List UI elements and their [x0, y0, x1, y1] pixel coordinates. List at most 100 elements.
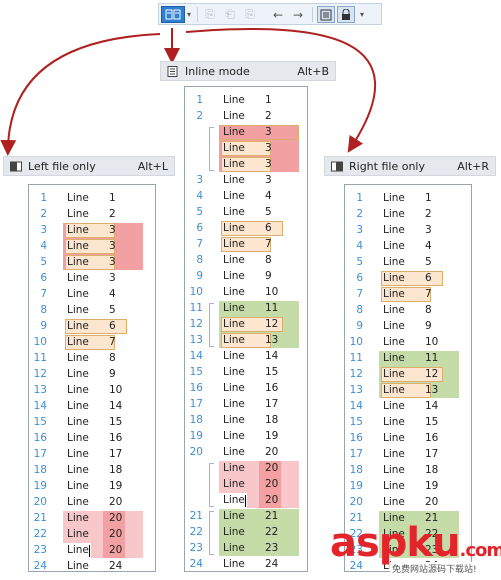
diff-line-row[interactable]: 10 Line 7 [29, 335, 155, 350]
diff-line-row[interactable]: 6 Line 6 [345, 271, 471, 286]
line-number: 8 [196, 254, 203, 266]
diff-line-row[interactable]: 12 Line 12 [345, 367, 471, 382]
chevron-down-icon[interactable]: ▾ [186, 10, 191, 19]
diff-line-row[interactable]: 14 Line 14 [185, 349, 307, 364]
diff-line-row[interactable]: 8 Line 8 [185, 253, 307, 268]
diff-line-row[interactable]: 16 Line 16 [185, 381, 307, 396]
right-file-only-header[interactable]: Right file only Alt+R [324, 156, 496, 176]
diff-line-row[interactable]: 9 Line 9 [345, 319, 471, 334]
line-number: 19 [349, 480, 363, 492]
diff-line-row[interactable]: 22 Line 22 [345, 527, 471, 542]
diff-toolbar: ▾ ⎘ ⎗ ⎘ ← → ▾ [158, 3, 382, 25]
diff-line-row[interactable]: 6 Line 6 [185, 221, 307, 236]
diff-line-row[interactable]: 21 Line 21 [185, 509, 307, 524]
diff-line-row[interactable]: 4 Line 4 [345, 239, 471, 254]
diff-highlight [221, 141, 271, 156]
diff-line-row[interactable]: 8 Line 5 [29, 303, 155, 318]
diff-line-row[interactable]: 14 Line 14 [29, 399, 155, 414]
diff-line-row[interactable]: 1 Line 1 [345, 191, 471, 206]
diff-line-row[interactable]: 3 Line 3 [185, 173, 307, 188]
diff-line-row[interactable]: 2 Line 2 [185, 109, 307, 124]
diff-line-row[interactable]: 3 Line 3 [29, 223, 155, 238]
sync-view-icon[interactable] [317, 6, 335, 23]
diff-highlight [221, 237, 271, 252]
diff-line-row[interactable]: 18 Line 18 [185, 413, 307, 428]
diff-line-row[interactable]: 21 Line 20 [29, 511, 155, 526]
diff-line-row[interactable]: 1 Line 1 [185, 93, 307, 108]
diff-line-row[interactable]: 4 Line 4 [185, 189, 307, 204]
inline-mode-header[interactable]: Inline mode Alt+B [160, 61, 336, 81]
copy-right-icon[interactable]: ⎘ [245, 7, 255, 21]
diff-line-row[interactable]: 17 Line 17 [345, 447, 471, 462]
diff-line-row[interactable]: 7 Line 4 [29, 287, 155, 302]
diff-line-row[interactable]: 2 Line 2 [29, 207, 155, 222]
diff-line-row[interactable]: 21 Line 21 [345, 511, 471, 526]
diff-line-row[interactable]: Line 20 [185, 477, 307, 492]
diff-line-row[interactable]: 7 Line 7 [345, 287, 471, 302]
diff-line-row[interactable]: Line 3 [185, 125, 307, 140]
diff-line-row[interactable]: 3 Line 3 [345, 223, 471, 238]
diff-line-row[interactable]: 11 Line 11 [345, 351, 471, 366]
diff-line-row[interactable]: 20 Line 20 [345, 495, 471, 510]
diff-line-row[interactable]: 14 Line 14 [345, 399, 471, 414]
diff-line-row[interactable]: 17 Line 17 [185, 397, 307, 412]
diff-line-row[interactable]: 19 Line 19 [345, 479, 471, 494]
diff-line-row[interactable]: 11 Line 11 [185, 301, 307, 316]
diff-line-row[interactable]: 2 Line 2 [345, 207, 471, 222]
diff-line-row[interactable]: 19 Line 19 [29, 479, 155, 494]
diff-line-row[interactable]: 20 Line 20 [29, 495, 155, 510]
diff-line-row[interactable]: 1 Line 1 [29, 191, 155, 206]
diff-line-row[interactable]: 9 Line 9 [185, 269, 307, 284]
diff-line-row[interactable]: 23 Line 20 [29, 543, 155, 558]
diff-line-row[interactable]: 13 Line 13 [345, 383, 471, 398]
diff-line-row[interactable]: Line 20 [185, 461, 307, 476]
diff-line-row[interactable]: 23 Line 23 [185, 541, 307, 556]
line-text: Line [383, 304, 405, 316]
diff-line-row[interactable]: 15 Line 15 [185, 365, 307, 380]
diff-line-row[interactable]: Line 3 [185, 141, 307, 156]
lock-icon[interactable] [337, 6, 355, 23]
diff-line-row[interactable]: 5 Line 3 [29, 255, 155, 270]
diff-line-row[interactable]: 18 Line 18 [29, 463, 155, 478]
copy-block-icon[interactable]: ⎘ [205, 7, 215, 21]
diff-line-row[interactable]: 24 Line 24 [185, 557, 307, 572]
diff-line-row[interactable]: 8 Line 8 [345, 303, 471, 318]
diff-line-row[interactable]: Line 20 [185, 493, 307, 508]
diff-line-row[interactable]: 16 Line 16 [29, 431, 155, 446]
diff-line-row[interactable]: 12 Line 12 [185, 317, 307, 332]
diff-line-row[interactable]: 24 Line 24 [29, 559, 155, 574]
diff-line-row[interactable]: Line 3 [185, 157, 307, 172]
diff-line-row[interactable]: 13 Line 10 [29, 383, 155, 398]
line-value: 10 [265, 286, 279, 298]
diff-line-row[interactable]: 9 Line 6 [29, 319, 155, 334]
view-mode-dropdown-button[interactable] [161, 6, 185, 23]
diff-line-row[interactable]: 22 Line 20 [29, 527, 155, 542]
diff-highlight [65, 255, 115, 270]
diff-line-row[interactable]: 20 Line 20 [185, 445, 307, 460]
line-text: Line [383, 336, 405, 348]
diff-line-row[interactable]: 23 Line 23 [345, 543, 471, 558]
diff-line-row[interactable]: 13 Line 13 [185, 333, 307, 348]
diff-line-row[interactable]: 5 Line 5 [185, 205, 307, 220]
copy-left-icon[interactable]: ⎗ [225, 7, 235, 21]
diff-line-row[interactable]: 16 Line 16 [345, 431, 471, 446]
diff-line-row[interactable]: 19 Line 19 [185, 429, 307, 444]
diff-line-row[interactable]: 6 Line 3 [29, 271, 155, 286]
diff-line-row[interactable]: 4 Line 3 [29, 239, 155, 254]
left-file-only-header[interactable]: Left file only Alt+L [3, 156, 175, 176]
diff-line-row[interactable]: 12 Line 9 [29, 367, 155, 382]
diff-line-row[interactable]: 11 Line 8 [29, 351, 155, 366]
diff-line-row[interactable]: 22 Line 22 [185, 525, 307, 540]
diff-line-row[interactable]: 10 Line 10 [345, 335, 471, 350]
toolbar-overflow-icon[interactable]: ▾ [359, 10, 364, 19]
diff-line-row[interactable]: 15 Line 15 [345, 415, 471, 430]
diff-line-row[interactable]: 5 Line 5 [345, 255, 471, 270]
line-text: Line [383, 272, 405, 284]
next-diff-arrow-icon[interactable]: → [292, 7, 304, 22]
diff-line-row[interactable]: 17 Line 17 [29, 447, 155, 462]
previous-diff-arrow-icon[interactable]: ← [272, 7, 284, 22]
diff-line-row[interactable]: 18 Line 18 [345, 463, 471, 478]
diff-line-row[interactable]: 7 Line 7 [185, 237, 307, 252]
diff-line-row[interactable]: 15 Line 15 [29, 415, 155, 430]
diff-line-row[interactable]: 10 Line 10 [185, 285, 307, 300]
